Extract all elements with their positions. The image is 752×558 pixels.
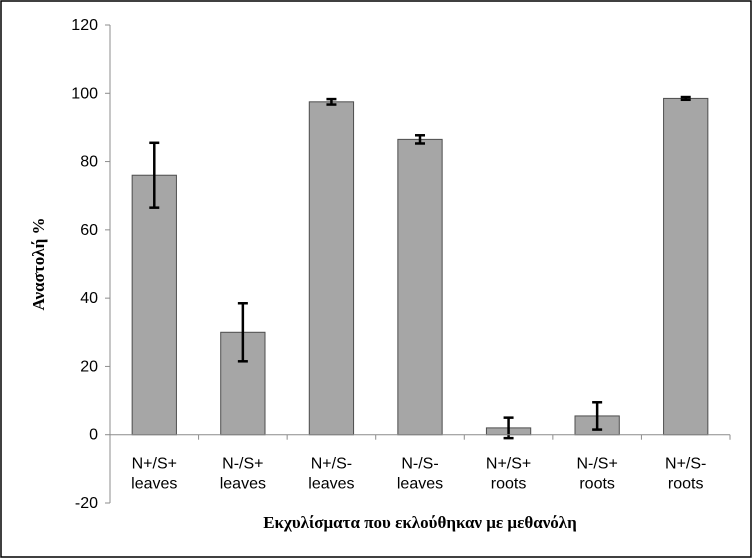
y-tick-label: 0 (89, 427, 98, 444)
y-tick-label: 40 (80, 290, 98, 307)
x-category-label: N+/S- (311, 456, 352, 473)
x-category-label: N+/S+ (486, 456, 531, 473)
y-tick-label: 100 (71, 85, 98, 102)
x-category-label: N-/S- (401, 456, 438, 473)
x-axis-labels: N+/S+ leaves N-/S+ leaves N+/S-leaves N-/S-le… (109, 434, 731, 493)
x-axis-title: Εκχυλίσματα που εκλούθηκαν με μεθανόλη (263, 513, 577, 532)
x-category-label: N+/S+ (132, 456, 177, 473)
y-tick-label: 80 (80, 154, 98, 171)
x-category-label: N+/S- (665, 456, 706, 473)
y-tick-label: 60 (80, 222, 98, 239)
bar (397, 138, 443, 436)
y-tick-label: 20 (80, 358, 98, 375)
bar (663, 97, 709, 436)
y-tick-label: 120 (71, 17, 98, 34)
x-category-label: leaves (220, 476, 266, 493)
y-tick-label: -20 (75, 495, 98, 512)
x-category-label: leaves (131, 476, 177, 493)
x-category-label: N-/S+ (576, 456, 617, 473)
y-axis-title: Αναστολή % (29, 218, 48, 311)
x-category-label: leaves (397, 476, 443, 493)
x-category-label: leaves (308, 476, 354, 493)
bar (131, 174, 177, 436)
x-category-label: roots (668, 476, 704, 493)
x-category-label: roots (491, 476, 527, 493)
y-axis: -20 0 20 40 60 80 100 120 (71, 17, 110, 512)
bar (308, 101, 355, 436)
x-category-label: N-/S+ (222, 456, 263, 473)
x-category-label: roots (579, 476, 615, 493)
error-bars-group (149, 95, 691, 440)
bars-group (131, 97, 709, 436)
